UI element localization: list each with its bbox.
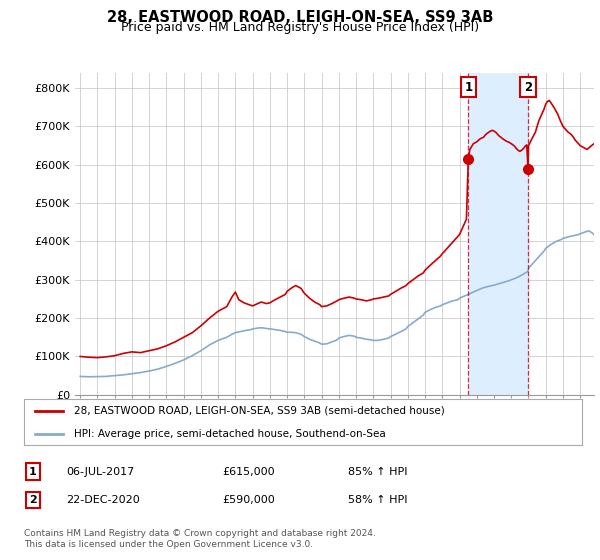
Text: 2: 2 <box>524 81 532 94</box>
Text: 58% ↑ HPI: 58% ↑ HPI <box>348 495 407 505</box>
Text: 1: 1 <box>29 466 37 477</box>
Text: £590,000: £590,000 <box>222 495 275 505</box>
Text: 85% ↑ HPI: 85% ↑ HPI <box>348 466 407 477</box>
Text: 2: 2 <box>29 495 37 505</box>
Text: 22-DEC-2020: 22-DEC-2020 <box>66 495 140 505</box>
Text: 06-JUL-2017: 06-JUL-2017 <box>66 466 134 477</box>
Text: 1: 1 <box>464 81 472 94</box>
Text: 28, EASTWOOD ROAD, LEIGH-ON-SEA, SS9 3AB: 28, EASTWOOD ROAD, LEIGH-ON-SEA, SS9 3AB <box>107 10 493 25</box>
Text: 28, EASTWOOD ROAD, LEIGH-ON-SEA, SS9 3AB (semi-detached house): 28, EASTWOOD ROAD, LEIGH-ON-SEA, SS9 3AB… <box>74 406 445 416</box>
Text: HPI: Average price, semi-detached house, Southend-on-Sea: HPI: Average price, semi-detached house,… <box>74 429 386 438</box>
Text: Price paid vs. HM Land Registry's House Price Index (HPI): Price paid vs. HM Land Registry's House … <box>121 21 479 34</box>
Bar <box>469 73 528 395</box>
Text: Contains HM Land Registry data © Crown copyright and database right 2024.
This d: Contains HM Land Registry data © Crown c… <box>24 529 376 549</box>
Text: £615,000: £615,000 <box>222 466 275 477</box>
